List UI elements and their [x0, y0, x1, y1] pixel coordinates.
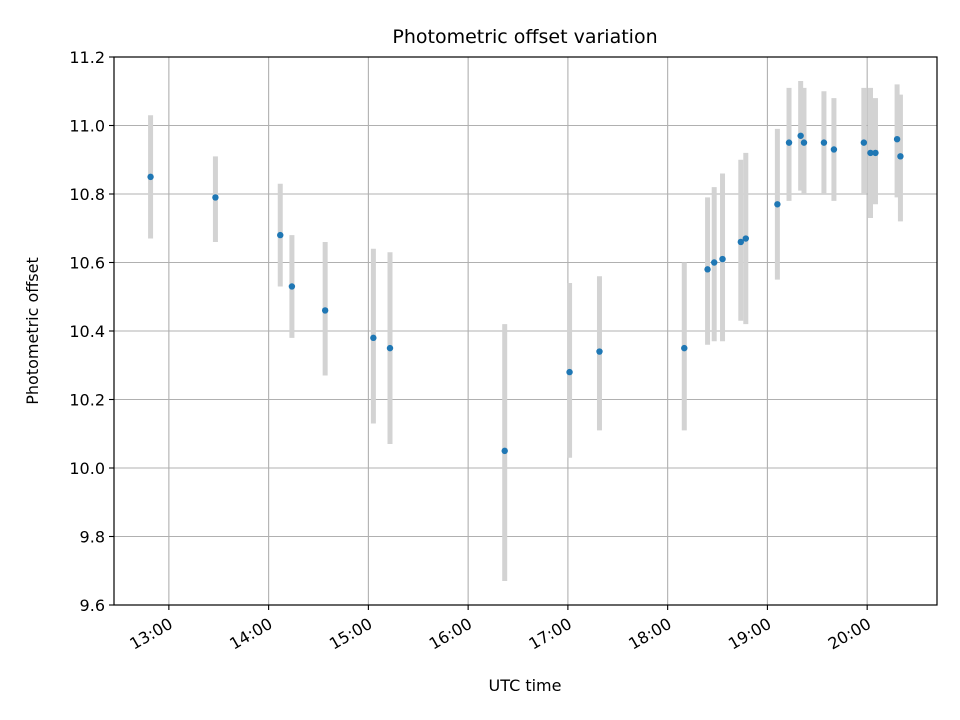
y-tick-label: 10.8 [69, 185, 105, 204]
y-axis-title: Photometric offset [23, 257, 42, 405]
data-point-layer [147, 132, 904, 455]
data-point [277, 231, 284, 239]
data-point [800, 139, 808, 146]
data-point [737, 238, 745, 246]
data-point [212, 194, 219, 201]
data-point [386, 344, 394, 352]
y-tick-label: 11.0 [69, 117, 105, 136]
data-point [774, 201, 781, 208]
data-point [867, 149, 874, 157]
data-point [785, 139, 793, 146]
data-point [566, 368, 573, 376]
y-tick-label: 9.6 [80, 596, 105, 615]
data-point [288, 283, 296, 290]
data-point [147, 173, 154, 181]
data-point [719, 255, 726, 263]
data-point [897, 153, 904, 160]
data-point [501, 447, 508, 455]
data-point [681, 344, 688, 352]
data-point [704, 266, 711, 273]
y-tick-label: 11.2 [69, 48, 105, 67]
y-tick-label: 10.6 [69, 254, 105, 273]
y-tick-label: 10.4 [69, 322, 105, 341]
chart-title: Photometric offset variation [392, 26, 657, 48]
x-axis-title: UTC time [489, 676, 562, 695]
data-point [370, 334, 377, 342]
y-tick-label: 10.0 [69, 459, 105, 478]
y-tick-label: 10.2 [69, 391, 105, 410]
data-point [596, 348, 603, 355]
data-point [820, 139, 828, 146]
data-point [797, 132, 804, 139]
y-tick-label: 9.8 [80, 528, 105, 547]
data-point [711, 259, 718, 266]
data-point [742, 235, 749, 242]
data-point [321, 307, 329, 314]
y-axis: 9.6 9.8 10.0 10.2 10.4 10.6 10.8 11.0 11.2 [69, 48, 114, 615]
data-point [860, 139, 868, 146]
data-point [872, 149, 879, 157]
data-point [893, 136, 901, 143]
data-point [830, 146, 838, 153]
